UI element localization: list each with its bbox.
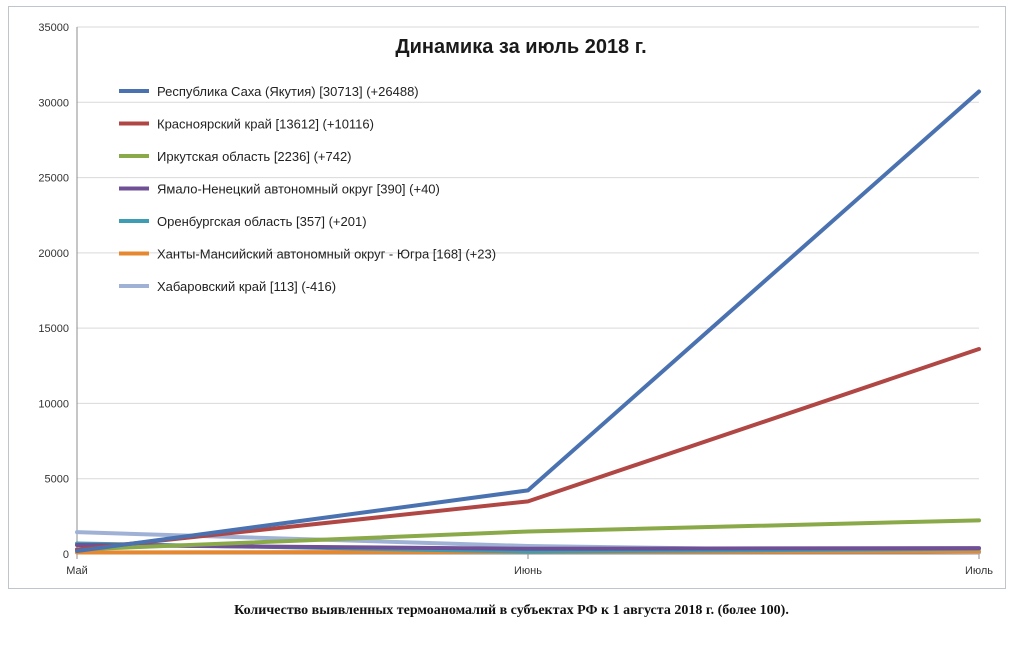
legend-entry-label: Красноярский край [13612] (+10116) — [157, 117, 374, 132]
y-tick-label: 25000 — [38, 173, 69, 185]
y-tick-label: 20000 — [38, 248, 69, 260]
axes: 0 5000 10000 15000 20000 25000 30000 35000 Май Ию… — [38, 22, 993, 577]
y-tick-label: 0 — [63, 549, 69, 561]
x-tick-label: Май — [66, 565, 88, 577]
legend-entry-label: Оренбургская область [357] (+201) — [157, 214, 367, 229]
line-chart: 0 5000 10000 15000 20000 25000 30000 35000 Май Ию… — [38, 22, 993, 577]
series-line-1 — [75, 89, 981, 553]
chart-title: Динамика за июль 2018 г. — [395, 36, 646, 58]
legend-entry-label: Хабаровский край [113] (-416) — [157, 279, 336, 294]
series-line-4 — [75, 542, 981, 551]
y-tick-label: 10000 — [38, 398, 69, 410]
y-tick-label: 30000 — [38, 97, 69, 109]
legend-entry-label: Ямало-Ненецкий автономный округ [390] (+… — [157, 182, 440, 197]
x-tick-label: Июнь — [514, 565, 542, 577]
y-tick-label: 5000 — [45, 474, 69, 486]
grid-lines — [77, 26, 979, 555]
chart-frame: 0 5000 10000 15000 20000 25000 30000 35000 Май Ию… — [8, 6, 1006, 589]
legend-entry-label: Ханты-Мансийский автономный округ - Югра… — [157, 247, 496, 262]
legend-entry-label: Иркутская область [2236] (+742) — [157, 149, 352, 164]
y-tick-label: 35000 — [38, 22, 69, 34]
legend: Республика Саха (Якутия) [30713] (+26488… — [119, 84, 496, 294]
series-line-3 — [75, 518, 981, 552]
series-line-2 — [75, 347, 981, 552]
chart-caption: Количество выявленных термоаномалий в су… — [234, 603, 789, 618]
y-tick-label: 15000 — [38, 323, 69, 335]
legend-entry-label: Республика Саха (Якутия) [30713] (+26488… — [157, 84, 419, 99]
x-tick-label: Июль — [965, 565, 993, 577]
series-lines — [75, 89, 981, 555]
